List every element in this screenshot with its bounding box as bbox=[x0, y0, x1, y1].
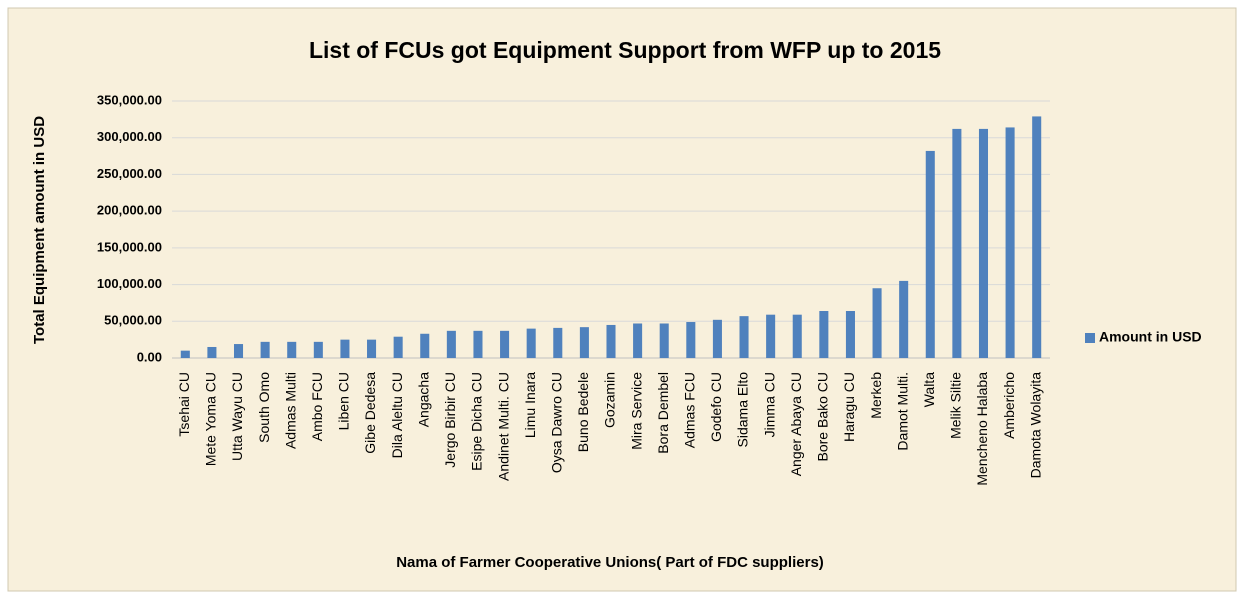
legend-swatch bbox=[1085, 333, 1095, 343]
x-tick-label: Gozamin bbox=[602, 372, 618, 428]
x-tick-label: Buno Bedele bbox=[575, 372, 591, 452]
y-tick-label: 100,000.00 bbox=[97, 276, 162, 291]
bar bbox=[446, 330, 456, 358]
bar bbox=[712, 319, 722, 358]
x-tick-label: Angacha bbox=[415, 372, 431, 427]
bar bbox=[659, 323, 669, 358]
chart-background bbox=[7, 7, 1237, 592]
x-tick-label: Mira Service bbox=[628, 372, 644, 450]
x-tick-label: Merkeb bbox=[868, 372, 884, 419]
x-tick-label: Godefo CU bbox=[708, 372, 724, 442]
bar bbox=[420, 333, 430, 358]
x-tick-label: Jergo Birbir CU bbox=[442, 372, 458, 468]
y-tick-label: 250,000.00 bbox=[97, 166, 162, 181]
x-tick-label: Walta bbox=[921, 372, 937, 407]
bar bbox=[393, 336, 403, 358]
x-axis-title: Nama of Farmer Cooperative Unions( Part … bbox=[396, 554, 824, 571]
bar bbox=[1032, 116, 1042, 358]
bar bbox=[260, 341, 270, 358]
x-tick-label: South Omo bbox=[256, 372, 272, 443]
x-tick-label: Gibe Dedesa bbox=[362, 372, 378, 454]
bar bbox=[579, 327, 589, 358]
y-tick-label: 200,000.00 bbox=[97, 203, 162, 218]
x-tick-label: Mencheno Halaba bbox=[974, 372, 990, 486]
bar bbox=[340, 339, 350, 358]
x-tick-label: Esipe Dicha CU bbox=[469, 372, 485, 471]
y-tick-label: 150,000.00 bbox=[97, 239, 162, 254]
bar bbox=[553, 327, 563, 358]
bar bbox=[845, 311, 855, 358]
bar bbox=[819, 311, 829, 358]
bar bbox=[899, 280, 909, 358]
x-tick-label: Jimma CU bbox=[761, 372, 777, 437]
x-tick-label: Ambericho bbox=[1001, 372, 1017, 439]
x-tick-label: Ambo FCU bbox=[309, 372, 325, 441]
x-tick-label: Oysa Dawro CU bbox=[548, 372, 564, 473]
chart-title: List of FCUs got Equipment Support from … bbox=[309, 37, 941, 63]
bar bbox=[313, 341, 323, 358]
bar bbox=[792, 314, 802, 358]
bar bbox=[500, 330, 510, 358]
bar bbox=[207, 346, 217, 358]
x-tick-label: Sidama Elto bbox=[735, 372, 751, 448]
x-tick-label: Haragu CU bbox=[841, 372, 857, 442]
bar bbox=[1005, 127, 1015, 358]
x-tick-label: Mete Yoma CU bbox=[203, 372, 219, 466]
legend-label: Amount in USD bbox=[1099, 329, 1202, 345]
bar bbox=[739, 316, 749, 358]
x-tick-label: Dila Aleltu CU bbox=[389, 372, 405, 458]
bar bbox=[633, 323, 643, 358]
x-tick-label: Damot Multi. bbox=[894, 372, 910, 451]
bar bbox=[367, 339, 377, 358]
bar bbox=[686, 322, 696, 358]
y-tick-label: 300,000.00 bbox=[97, 129, 162, 144]
x-tick-label: Tsehai CU bbox=[176, 372, 192, 437]
y-tick-label: 350,000.00 bbox=[97, 92, 162, 107]
bar bbox=[606, 324, 616, 358]
x-tick-label: Melik Siltie bbox=[948, 372, 964, 439]
bar bbox=[766, 314, 776, 358]
bar bbox=[287, 341, 297, 358]
bar bbox=[872, 288, 882, 358]
x-tick-label: Damota Wolayita bbox=[1027, 372, 1043, 479]
bar bbox=[952, 128, 962, 358]
bar bbox=[473, 330, 483, 358]
bar bbox=[978, 128, 989, 358]
x-tick-label: Anger Abaya CU bbox=[788, 372, 804, 476]
x-tick-label: Bora Dembel bbox=[655, 372, 671, 454]
bar bbox=[925, 150, 935, 358]
x-tick-label: Liben CU bbox=[336, 372, 352, 430]
y-axis-title: Total Equipment amount in USD bbox=[31, 116, 48, 344]
x-tick-label: Utta Wayu CU bbox=[229, 372, 245, 461]
x-tick-label: Limu Inara bbox=[522, 372, 538, 438]
bar bbox=[526, 328, 536, 358]
x-tick-label: Bore Bako CU bbox=[815, 372, 831, 461]
y-tick-label: 50,000.00 bbox=[104, 313, 162, 328]
bar bbox=[180, 350, 190, 358]
x-tick-label: Admas Multi bbox=[282, 372, 298, 449]
bar bbox=[233, 344, 244, 358]
x-tick-label: Admas FCU bbox=[682, 372, 698, 448]
y-tick-label: 0.00 bbox=[137, 349, 162, 364]
x-tick-label: Andinet Multi. CU bbox=[495, 372, 511, 481]
